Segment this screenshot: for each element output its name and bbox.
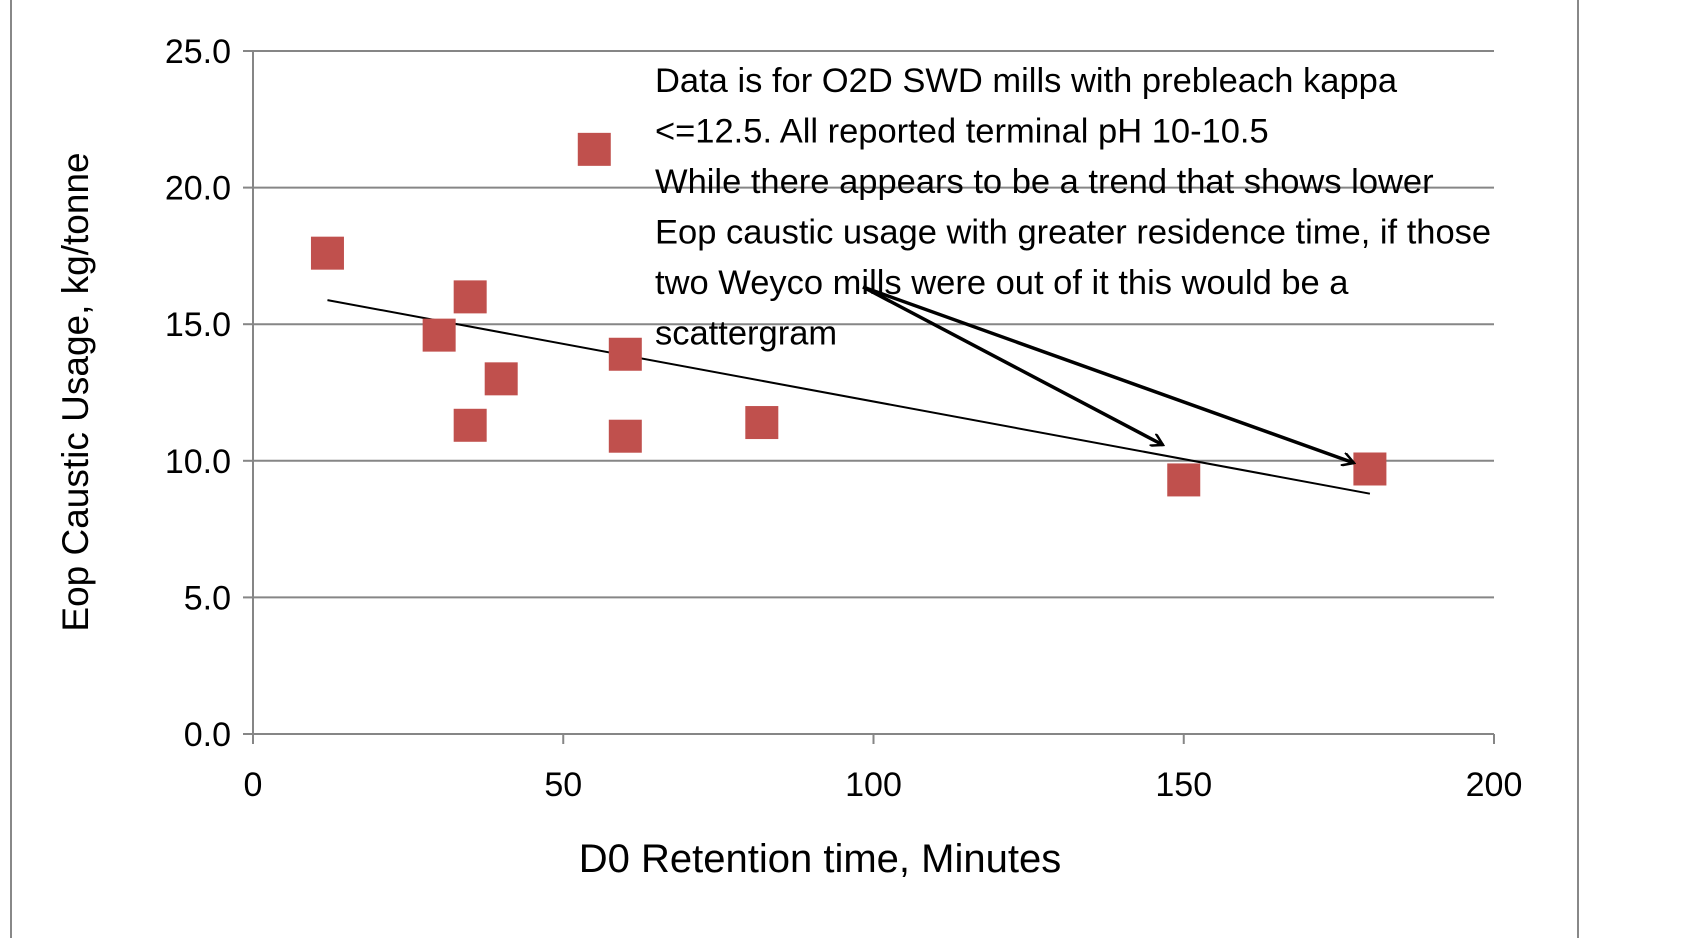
y-tick-label: 15.0 [165, 306, 231, 344]
marker [1353, 452, 1387, 486]
marker [1167, 463, 1201, 497]
marker [608, 419, 642, 453]
x-tick-label: 150 [1155, 766, 1212, 804]
annotation-line: scattergram [655, 315, 837, 353]
annotation-line: Data is for O2D SWD mills with prebleach… [655, 62, 1398, 100]
x-tick-label: 100 [845, 766, 902, 804]
annotation-line: two Weyco mills were out of it this woul… [655, 264, 1349, 302]
arrow [862, 285, 1354, 463]
y-tick-label: 25.0 [165, 33, 231, 71]
annotation-line: While there appears to be a trend that s… [655, 163, 1434, 201]
marker [745, 406, 779, 440]
arrow [862, 285, 1163, 445]
x-tick-label: 200 [1466, 766, 1523, 804]
marker [453, 408, 487, 442]
marker [422, 318, 456, 352]
marker [484, 362, 518, 396]
marker [608, 337, 642, 371]
y-tick-label: 5.0 [184, 579, 231, 617]
annotation: Data is for O2D SWD mills with prebleach… [655, 62, 1491, 353]
marker [453, 280, 487, 314]
y-axis-title: Eop Caustic Usage, kg/tonne [55, 152, 96, 631]
marker [310, 236, 344, 270]
annotation-line: Eop caustic usage with greater residence… [655, 214, 1491, 252]
chart-border [10, 0, 1579, 938]
y-tick-label: 10.0 [165, 443, 231, 481]
x-tick-label: 0 [244, 766, 263, 804]
y-tick-label: 0.0 [184, 716, 231, 754]
trendline [327, 299, 1371, 495]
marker [577, 132, 611, 166]
y-tick-label: 20.0 [165, 170, 231, 208]
x-tick-label: 50 [544, 766, 582, 804]
plot-area: 0.0 5.0 10.0 15.0 20.0 25.0 0 50 100 150 200 [165, 33, 1523, 804]
x-axis-title: D0 Retention time, Minutes [579, 837, 1061, 881]
annotation-line: <=12.5. All reported terminal pH 10-10.5 [655, 113, 1269, 151]
